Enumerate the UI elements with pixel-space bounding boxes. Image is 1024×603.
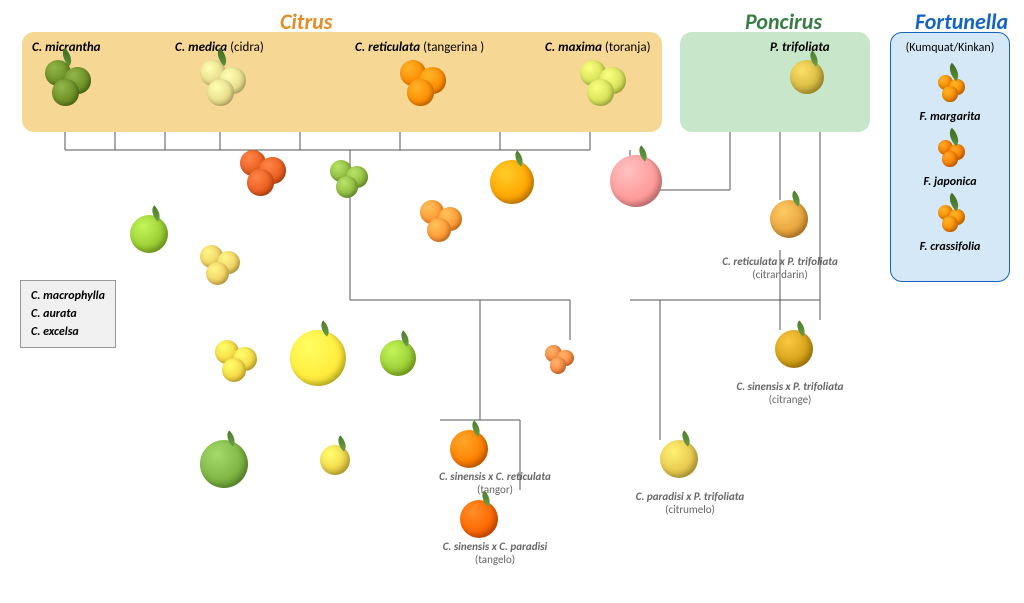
fortunella-species-0: F. margarita — [890, 110, 1010, 124]
fruit-icon — [207, 79, 233, 105]
side-species-box: C. macrophyllaC. aurataC. excelsa — [20, 280, 116, 348]
fruit-icon — [427, 218, 451, 242]
fruit-icon — [942, 216, 957, 231]
fruit-icon — [52, 79, 78, 105]
fruit-icon — [775, 330, 813, 368]
hybrid-0: C. reticulata x P. trifoliata(citrandari… — [705, 255, 855, 281]
fruit-icon — [610, 155, 662, 207]
fortunella-species-1: F. japonica — [890, 175, 1010, 189]
hybrid-4: C. sinensis x C. paradisi(tangelo) — [420, 540, 570, 566]
poncirus-species: P. trifoliata — [770, 40, 830, 55]
fruit-icon — [380, 340, 416, 376]
fruit-icon — [200, 440, 248, 488]
fortunella-species-2: F. crassifolia — [890, 240, 1010, 254]
genus-header-citrus: Citrus — [280, 8, 332, 35]
fruit-icon — [550, 357, 567, 374]
fruit-icon — [660, 440, 698, 478]
fortunella-subtitle: (Kumquat/Kinkan) — [899, 41, 1001, 55]
fruit-icon — [407, 79, 433, 105]
fruit-icon — [336, 176, 358, 198]
fruit-icon — [320, 445, 350, 475]
fruit-icon — [206, 262, 229, 285]
hybrid-3: C. paradisi x P. trifoliata(citrumelo) — [615, 490, 765, 516]
fruit-icon — [942, 151, 957, 166]
fruit-icon — [130, 215, 168, 253]
hybrid-2: C. sinensis x C. reticulata(tangor) — [420, 470, 570, 496]
fruit-icon — [942, 86, 957, 101]
fruit-icon — [490, 160, 534, 204]
fruit-icon — [790, 60, 824, 94]
fruit-icon — [587, 79, 613, 105]
citrus-species-3: C. maxima (toranja) — [545, 40, 651, 55]
hybrid-1: C. sinensis x P. trifoliata(citrange) — [715, 380, 865, 406]
genus-header-poncirus: Poncirus — [745, 8, 822, 35]
fruit-icon — [460, 500, 498, 538]
fruit-icon — [450, 430, 488, 468]
fruit-icon — [290, 330, 346, 386]
genus-header-fortunella: Fortunella — [915, 8, 1008, 35]
fruit-icon — [222, 358, 246, 382]
fruit-icon — [247, 169, 273, 195]
fruit-icon — [770, 200, 808, 238]
citrus-species-2: C. reticulata (tangerina ) — [355, 40, 484, 55]
